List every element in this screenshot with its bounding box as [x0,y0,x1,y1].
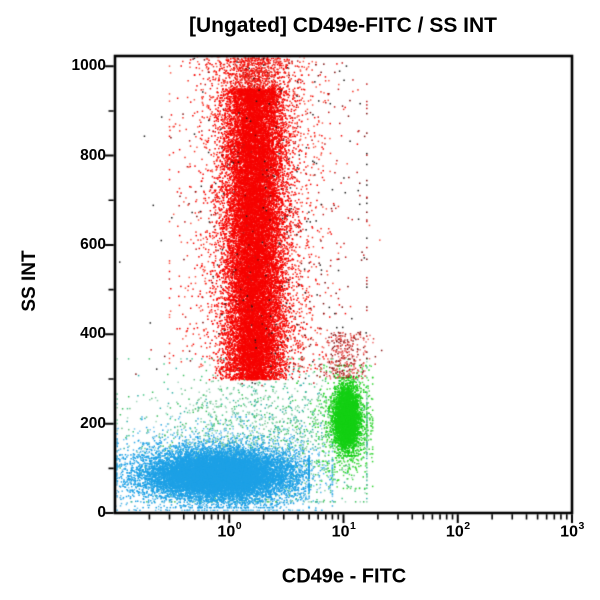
x-axis-label: CD49e - FITC [281,565,407,588]
y-axis-label: SS INT [19,250,40,312]
plot-title: [Ungated] CD49e-FITC / SS INT [188,14,498,37]
